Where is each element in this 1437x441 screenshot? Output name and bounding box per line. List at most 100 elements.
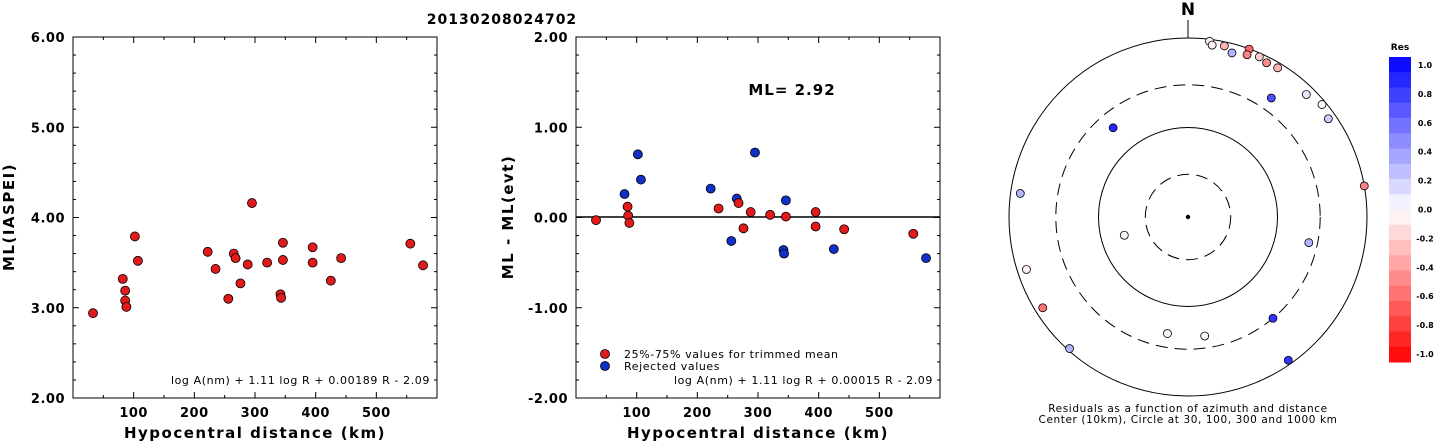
- colorbar-tick-label: 0.4: [1418, 148, 1433, 157]
- colorbar-cell: [1389, 270, 1411, 287]
- station-marker: [1022, 265, 1031, 274]
- data-point: [262, 257, 273, 268]
- formula-label: log A(nm) + 1.11 log R + 0.00189 R - 2.0…: [171, 374, 430, 387]
- x-tick-label: 300: [241, 406, 270, 421]
- station-marker: [1317, 100, 1327, 109]
- distance-rings: [1008, 37, 1368, 397]
- colorbar-tick-label: -0.8: [1416, 321, 1434, 330]
- colorbar-tick-label: 0.0: [1418, 206, 1433, 215]
- station-marker: [1038, 303, 1048, 313]
- panel-ml-iaspei: 100 200 300 400 500 2.00 3.00 4.00 5.00 6.00 log …: [0, 31, 438, 441]
- data-point: [336, 253, 347, 264]
- x-axis-label: Hypocentral distance (km): [627, 424, 889, 441]
- data-point: [235, 278, 246, 289]
- colorbar-cell: [1389, 209, 1411, 226]
- data-point: [278, 255, 288, 265]
- colorbar-cell: [1389, 301, 1411, 317]
- data-point: [88, 308, 98, 319]
- distance-ring: [1055, 84, 1321, 350]
- data-point: [405, 238, 416, 249]
- station-marker: [1207, 40, 1217, 50]
- station-marker: [1119, 230, 1129, 240]
- colorbar-ticks: 1.0 0.8 0.6 0.4 0.2 0.0 -0.2 -0.4 -0.6 -0.8 -1.0: [1416, 61, 1434, 359]
- data-point: [247, 198, 257, 208]
- station-marker: [1242, 50, 1252, 60]
- station-marker: [1268, 313, 1278, 323]
- colorbar-title: Res: [1391, 43, 1409, 53]
- x-tick-label: 500: [362, 406, 391, 421]
- colorbar-cell: [1389, 118, 1411, 134]
- colorbar-tick-label: 0.2: [1418, 177, 1432, 186]
- colorbar-tick-label: -0.6: [1416, 292, 1434, 301]
- data-points: [88, 198, 428, 319]
- legend-label-rejected: Rejected values: [624, 360, 720, 373]
- colorbar-tick-label: 0.6: [1418, 119, 1433, 128]
- data-point: [202, 246, 213, 257]
- data-point-used: [713, 203, 724, 214]
- data-point: [418, 260, 428, 271]
- data-point-rejected: [705, 183, 716, 194]
- epicenter-marker: [1185, 214, 1191, 220]
- data-point-rejected: [750, 147, 760, 158]
- north-label: N: [1181, 0, 1195, 20]
- panel-azimuth-map: N Residuals as a function of azimuth and…: [1008, 0, 1369, 426]
- y-tick-label: 5.00: [31, 121, 65, 136]
- data-point-used: [810, 207, 821, 217]
- station-marker: [1015, 189, 1025, 198]
- y-axis-label: ML(IASPEI): [0, 163, 18, 271]
- data-point-used: [810, 221, 821, 232]
- y-tick-label: 0.00: [534, 212, 568, 227]
- y-tick-label: 6.00: [31, 31, 65, 46]
- y-tick-label: -2.00: [528, 392, 568, 407]
- plot-frame: [72, 36, 438, 399]
- station-marker: [1301, 90, 1311, 99]
- y-tick-label: 3.00: [31, 302, 65, 317]
- data-point: [242, 259, 253, 270]
- ml-value-label: ML= 2.92: [748, 81, 835, 99]
- data-point-used: [624, 218, 635, 228]
- x-tick-label: 400: [301, 406, 330, 421]
- station-marker: [1108, 123, 1118, 133]
- y-tick-label: 1.00: [534, 121, 568, 136]
- station-residuals: [1015, 36, 1369, 365]
- colorbar-tick-label: -1.0: [1416, 350, 1434, 359]
- data-point-used: [738, 223, 749, 234]
- station-marker: [1323, 114, 1333, 124]
- data-point-used: [765, 209, 776, 220]
- colorbar-cell: [1389, 133, 1411, 149]
- legend: 25%-75% values for trimmed mean Rejected…: [600, 348, 839, 373]
- panel-ml-residual: 100 200 300 400 500 -2.00 -1.00 0.00 1.00 2.00 ML…: [499, 31, 941, 441]
- data-point-rejected: [828, 244, 839, 254]
- colorbar-cell: [1389, 163, 1411, 180]
- data-point: [117, 273, 128, 284]
- station-marker: [1219, 41, 1229, 51]
- data-point-used: [733, 198, 744, 208]
- map-caption-line1: Residuals as a function of azimuth and d…: [1048, 403, 1328, 415]
- data-point: [307, 257, 318, 268]
- data-point-used: [622, 201, 633, 212]
- colorbar-cell: [1389, 316, 1411, 332]
- station-marker: [1273, 63, 1283, 73]
- y-tick-label: 2.00: [534, 31, 568, 46]
- colorbar-cell: [1389, 224, 1411, 241]
- station-marker: [1304, 238, 1314, 248]
- data-point: [210, 264, 221, 274]
- data-point: [276, 292, 286, 303]
- data-point-rejected: [636, 174, 646, 185]
- data-point-rejected: [781, 195, 791, 206]
- y-tick-label: 4.00: [31, 212, 65, 227]
- station-marker: [1283, 355, 1293, 365]
- station-marker: [1262, 58, 1272, 68]
- colorbar-cell: [1389, 179, 1411, 195]
- data-point: [278, 237, 288, 248]
- x-tick-label: 100: [119, 406, 148, 421]
- axis-ticks: 100 200 300 400 500 -2.00 -1.00 0.00 1.00 2.00: [528, 31, 940, 421]
- colorbar-cell: [1389, 255, 1411, 271]
- colorbar-cell: [1389, 102, 1411, 119]
- formula-label: log A(nm) + 1.11 log R + 0.00015 R - 2.0…: [674, 374, 933, 387]
- legend-label-used: 25%-75% values for trimmed mean: [624, 348, 839, 361]
- data-point: [325, 275, 336, 286]
- data-point-rejected: [726, 236, 737, 246]
- x-tick-label: 200: [683, 406, 712, 421]
- data-point: [223, 293, 234, 304]
